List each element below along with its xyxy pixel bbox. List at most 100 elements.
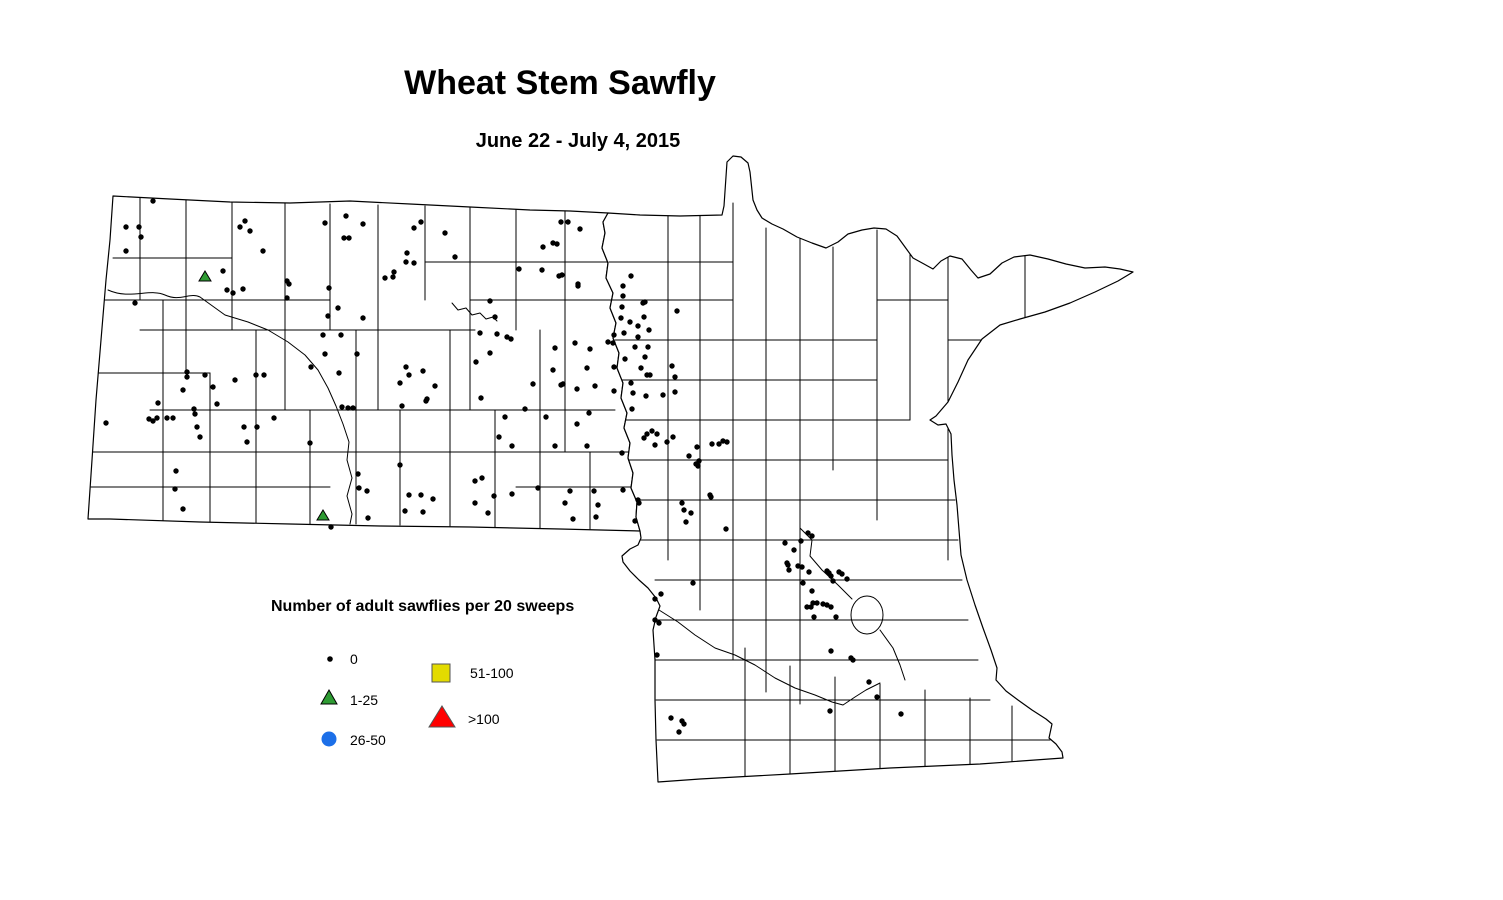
survey-point-zero bbox=[866, 679, 872, 685]
survey-point-zero bbox=[173, 468, 179, 474]
survey-point-zero bbox=[343, 213, 349, 219]
survey-point-zero bbox=[540, 244, 546, 250]
survey-point-zero bbox=[509, 443, 515, 449]
survey-point-zero bbox=[619, 450, 625, 456]
legend-label-gt-100: >100 bbox=[468, 711, 500, 727]
survey-point-zero bbox=[799, 564, 805, 570]
survey-point-zero bbox=[833, 614, 839, 620]
survey-point-zero bbox=[669, 363, 675, 369]
survey-point-zero bbox=[242, 218, 248, 224]
survey-point-zero bbox=[328, 524, 334, 530]
survey-point-zero bbox=[574, 386, 580, 392]
survey-point-zero bbox=[247, 228, 253, 234]
survey-point-zero bbox=[804, 604, 810, 610]
survey-point-zero bbox=[335, 305, 341, 311]
survey-point-zero bbox=[326, 285, 332, 291]
survey-point-zero bbox=[172, 486, 178, 492]
survey-point-zero bbox=[202, 372, 208, 378]
survey-point-zero bbox=[404, 250, 410, 256]
survey-point-zero bbox=[237, 224, 243, 230]
survey-point-zero bbox=[656, 620, 662, 626]
survey-point-zero bbox=[123, 248, 129, 254]
survey-point-zero bbox=[593, 514, 599, 520]
survey-point-zero bbox=[621, 330, 627, 336]
survey-point-zero bbox=[286, 281, 292, 287]
survey-point-zero bbox=[397, 380, 403, 386]
survey-point-zero bbox=[827, 708, 833, 714]
survey-point-zero bbox=[550, 367, 556, 373]
survey-point-zero bbox=[341, 235, 347, 241]
survey-point-zero bbox=[356, 485, 362, 491]
survey-point-zero bbox=[814, 600, 820, 606]
map-points-low bbox=[198, 270, 330, 521]
survey-point-zero bbox=[611, 364, 617, 370]
survey-point-zero bbox=[138, 234, 144, 240]
survey-point-zero bbox=[338, 332, 344, 338]
survey-point-zero bbox=[214, 401, 220, 407]
survey-point-zero bbox=[322, 220, 328, 226]
survey-point-zero bbox=[641, 435, 647, 441]
survey-point-zero bbox=[652, 442, 658, 448]
survey-point-zero bbox=[403, 364, 409, 370]
survey-point-zero bbox=[191, 406, 197, 412]
survey-point-zero bbox=[632, 518, 638, 524]
survey-point-zero bbox=[399, 403, 405, 409]
survey-point-zero bbox=[496, 434, 502, 440]
survey-point-zero bbox=[828, 648, 834, 654]
survey-point-1-25 bbox=[198, 270, 212, 282]
survey-point-zero bbox=[325, 313, 331, 319]
survey-point-zero bbox=[192, 411, 198, 417]
survey-point-zero bbox=[432, 383, 438, 389]
survey-point-zero bbox=[504, 334, 510, 340]
devils-lake-shore bbox=[451, 302, 498, 322]
survey-point-zero bbox=[809, 533, 815, 539]
survey-point-zero bbox=[610, 340, 616, 346]
survey-point-zero bbox=[155, 400, 161, 406]
survey-point-zero bbox=[649, 428, 655, 434]
survey-point-zero bbox=[210, 384, 216, 390]
legend-symbol-small-triangle bbox=[320, 688, 338, 705]
survey-point-zero bbox=[552, 443, 558, 449]
survey-point-zero bbox=[782, 540, 788, 546]
survey-point-zero bbox=[254, 424, 260, 430]
survey-point-zero bbox=[694, 444, 700, 450]
survey-point-zero bbox=[339, 404, 345, 410]
survey-point-zero bbox=[627, 319, 633, 325]
survey-point-zero bbox=[424, 396, 430, 402]
survey-point-zero bbox=[418, 219, 424, 225]
survey-point-zero bbox=[570, 516, 576, 522]
survey-point-zero bbox=[477, 330, 483, 336]
survey-point-zero bbox=[224, 287, 230, 293]
survey-point-zero bbox=[170, 415, 176, 421]
survey-point-zero bbox=[322, 351, 328, 357]
survey-point-zero bbox=[630, 390, 636, 396]
survey-point-zero bbox=[220, 268, 226, 274]
survey-point-zero bbox=[240, 286, 246, 292]
survey-point-zero bbox=[646, 327, 652, 333]
survey-point-zero bbox=[365, 515, 371, 521]
survey-point-zero bbox=[672, 374, 678, 380]
survey-point-zero bbox=[681, 507, 687, 513]
survey-point-zero bbox=[403, 259, 409, 265]
survey-point-zero bbox=[800, 580, 806, 586]
survey-point-zero bbox=[690, 580, 696, 586]
legend-symbol-large-triangle bbox=[428, 705, 456, 728]
legend-label-26-50: 26-50 bbox=[350, 732, 386, 748]
survey-point-zero bbox=[844, 576, 850, 582]
survey-point-zero bbox=[660, 392, 666, 398]
survey-point-zero bbox=[391, 269, 397, 275]
survey-point-zero bbox=[664, 439, 670, 445]
survey-point-zero bbox=[716, 441, 722, 447]
survey-point-zero bbox=[232, 377, 238, 383]
page-title: Wheat Stem Sawfly bbox=[404, 64, 716, 102]
survey-point-zero bbox=[619, 304, 625, 310]
survey-point-zero bbox=[485, 510, 491, 516]
survey-point-zero bbox=[132, 300, 138, 306]
survey-point-zero bbox=[805, 530, 811, 536]
survey-point-zero bbox=[180, 506, 186, 512]
survey-point-zero bbox=[618, 315, 624, 321]
survey-point-zero bbox=[508, 336, 514, 342]
survey-point-zero bbox=[791, 547, 797, 553]
survey-point-zero bbox=[260, 248, 266, 254]
survey-point-zero bbox=[676, 729, 682, 735]
